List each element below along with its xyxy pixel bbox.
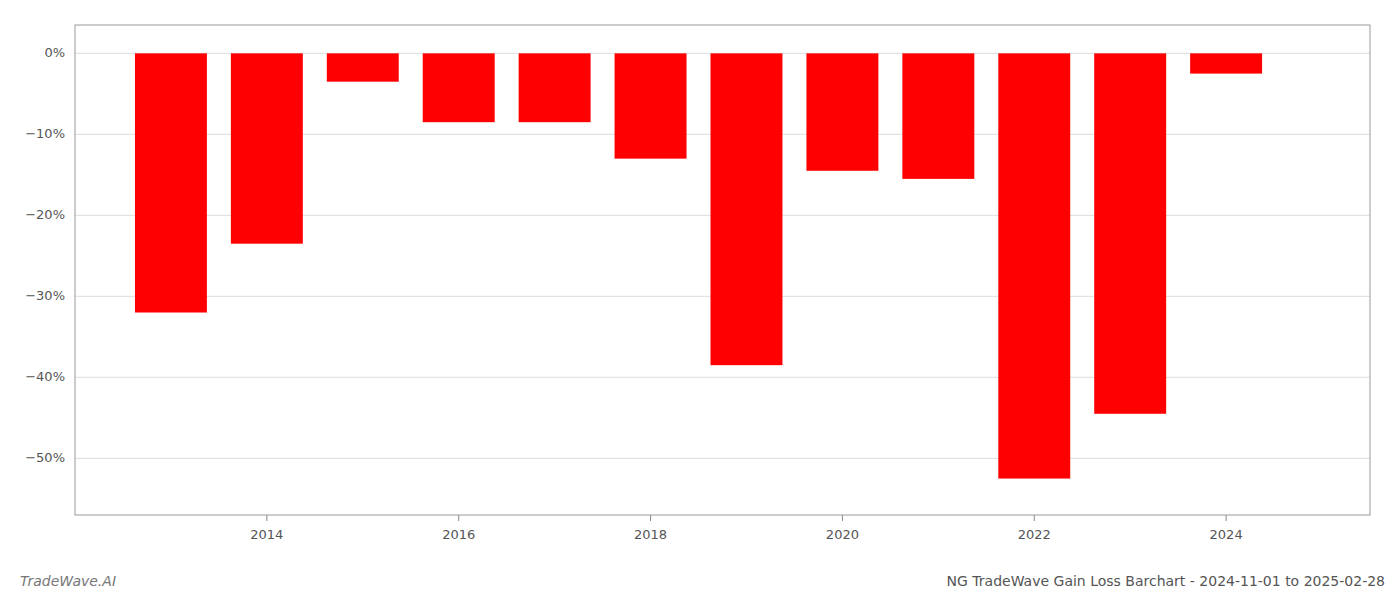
bar	[806, 53, 878, 170]
bar	[902, 53, 974, 179]
bar	[135, 53, 207, 312]
title: NG TradeWave Gain Loss Barchart - 2024-1…	[947, 573, 1385, 589]
bar	[519, 53, 591, 122]
x-tick-label: 2014	[250, 527, 283, 542]
x-tick	[266, 515, 267, 521]
bar	[231, 53, 303, 243]
plot-frame	[75, 25, 1370, 515]
grid	[75, 53, 1370, 458]
chart-container: 0% −10% −20% −30% −40% −50% 2014 2016 2018 2020 20…	[0, 0, 1400, 600]
x-tick-label: 2018	[634, 527, 667, 542]
y-tick-label: −20%	[25, 207, 65, 222]
bar	[423, 53, 495, 122]
bar	[998, 53, 1070, 478]
x-tick-label: 2024	[1210, 527, 1243, 542]
chart: 0% −10% −20% −30% −40% −50% 2014 2016 2018 2020 20…	[0, 0, 1400, 600]
x-tick-label: 2020	[826, 527, 859, 542]
x-tick	[1226, 515, 1227, 521]
x-tick	[1034, 515, 1035, 521]
x-tick	[842, 515, 843, 521]
y-tick-label: −30%	[25, 288, 65, 303]
y-tick-label: −40%	[25, 369, 65, 384]
bar	[1190, 53, 1262, 73]
grid-line	[75, 377, 1370, 378]
x-tick-label: 2022	[1018, 527, 1051, 542]
axes: 0% −10% −20% −30% −40% −50% 2014 2016 2018 2020 20…	[25, 45, 1242, 542]
grid-line	[75, 458, 1370, 459]
watermark: TradeWave.AI	[20, 573, 116, 589]
x-tick-label: 2016	[442, 527, 475, 542]
y-tick-label: −10%	[25, 126, 65, 141]
bar	[327, 53, 399, 81]
x-tick	[650, 515, 651, 521]
x-tick	[458, 515, 459, 521]
bar	[711, 53, 783, 365]
bars	[135, 53, 1262, 478]
bar	[615, 53, 687, 158]
bar	[1094, 53, 1166, 413]
y-tick-label: −50%	[25, 450, 65, 465]
y-tick-label: 0%	[44, 45, 65, 60]
